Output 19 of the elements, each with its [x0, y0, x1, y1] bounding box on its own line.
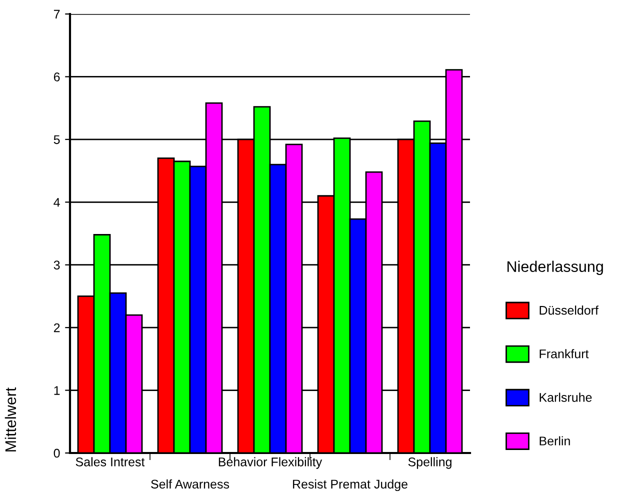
x-tick-label: Self Awarness: [151, 479, 230, 489]
x-tick-label: Sales Intrest: [76, 457, 145, 466]
y-tick-label: 4: [54, 198, 60, 207]
y-tick-label: 5: [54, 135, 60, 144]
x-tick-label: Behavior Flexibility: [218, 457, 322, 469]
x-tick-label: Resist Premat Judge: [293, 479, 408, 492]
y-tick-label: 1: [54, 386, 60, 395]
y-axis-title: Mittelwert: [4, 387, 16, 452]
legend-label: Karlsruhe: [540, 392, 592, 402]
x-tick-label: Spelling: [408, 457, 452, 469]
legend-label: Düsseldorf: [540, 306, 599, 315]
legend-title: Niederlassung: [508, 260, 603, 275]
legend-label: Berlin: [540, 436, 570, 446]
y-tick-label: 6: [54, 72, 60, 82]
y-tick-label: 7: [54, 10, 60, 19]
y-tick-label: 3: [54, 260, 60, 270]
y-tick-label: 2: [54, 323, 60, 332]
y-tick-label: 0: [54, 448, 60, 458]
legend-label: Frankfurt: [540, 349, 589, 358]
